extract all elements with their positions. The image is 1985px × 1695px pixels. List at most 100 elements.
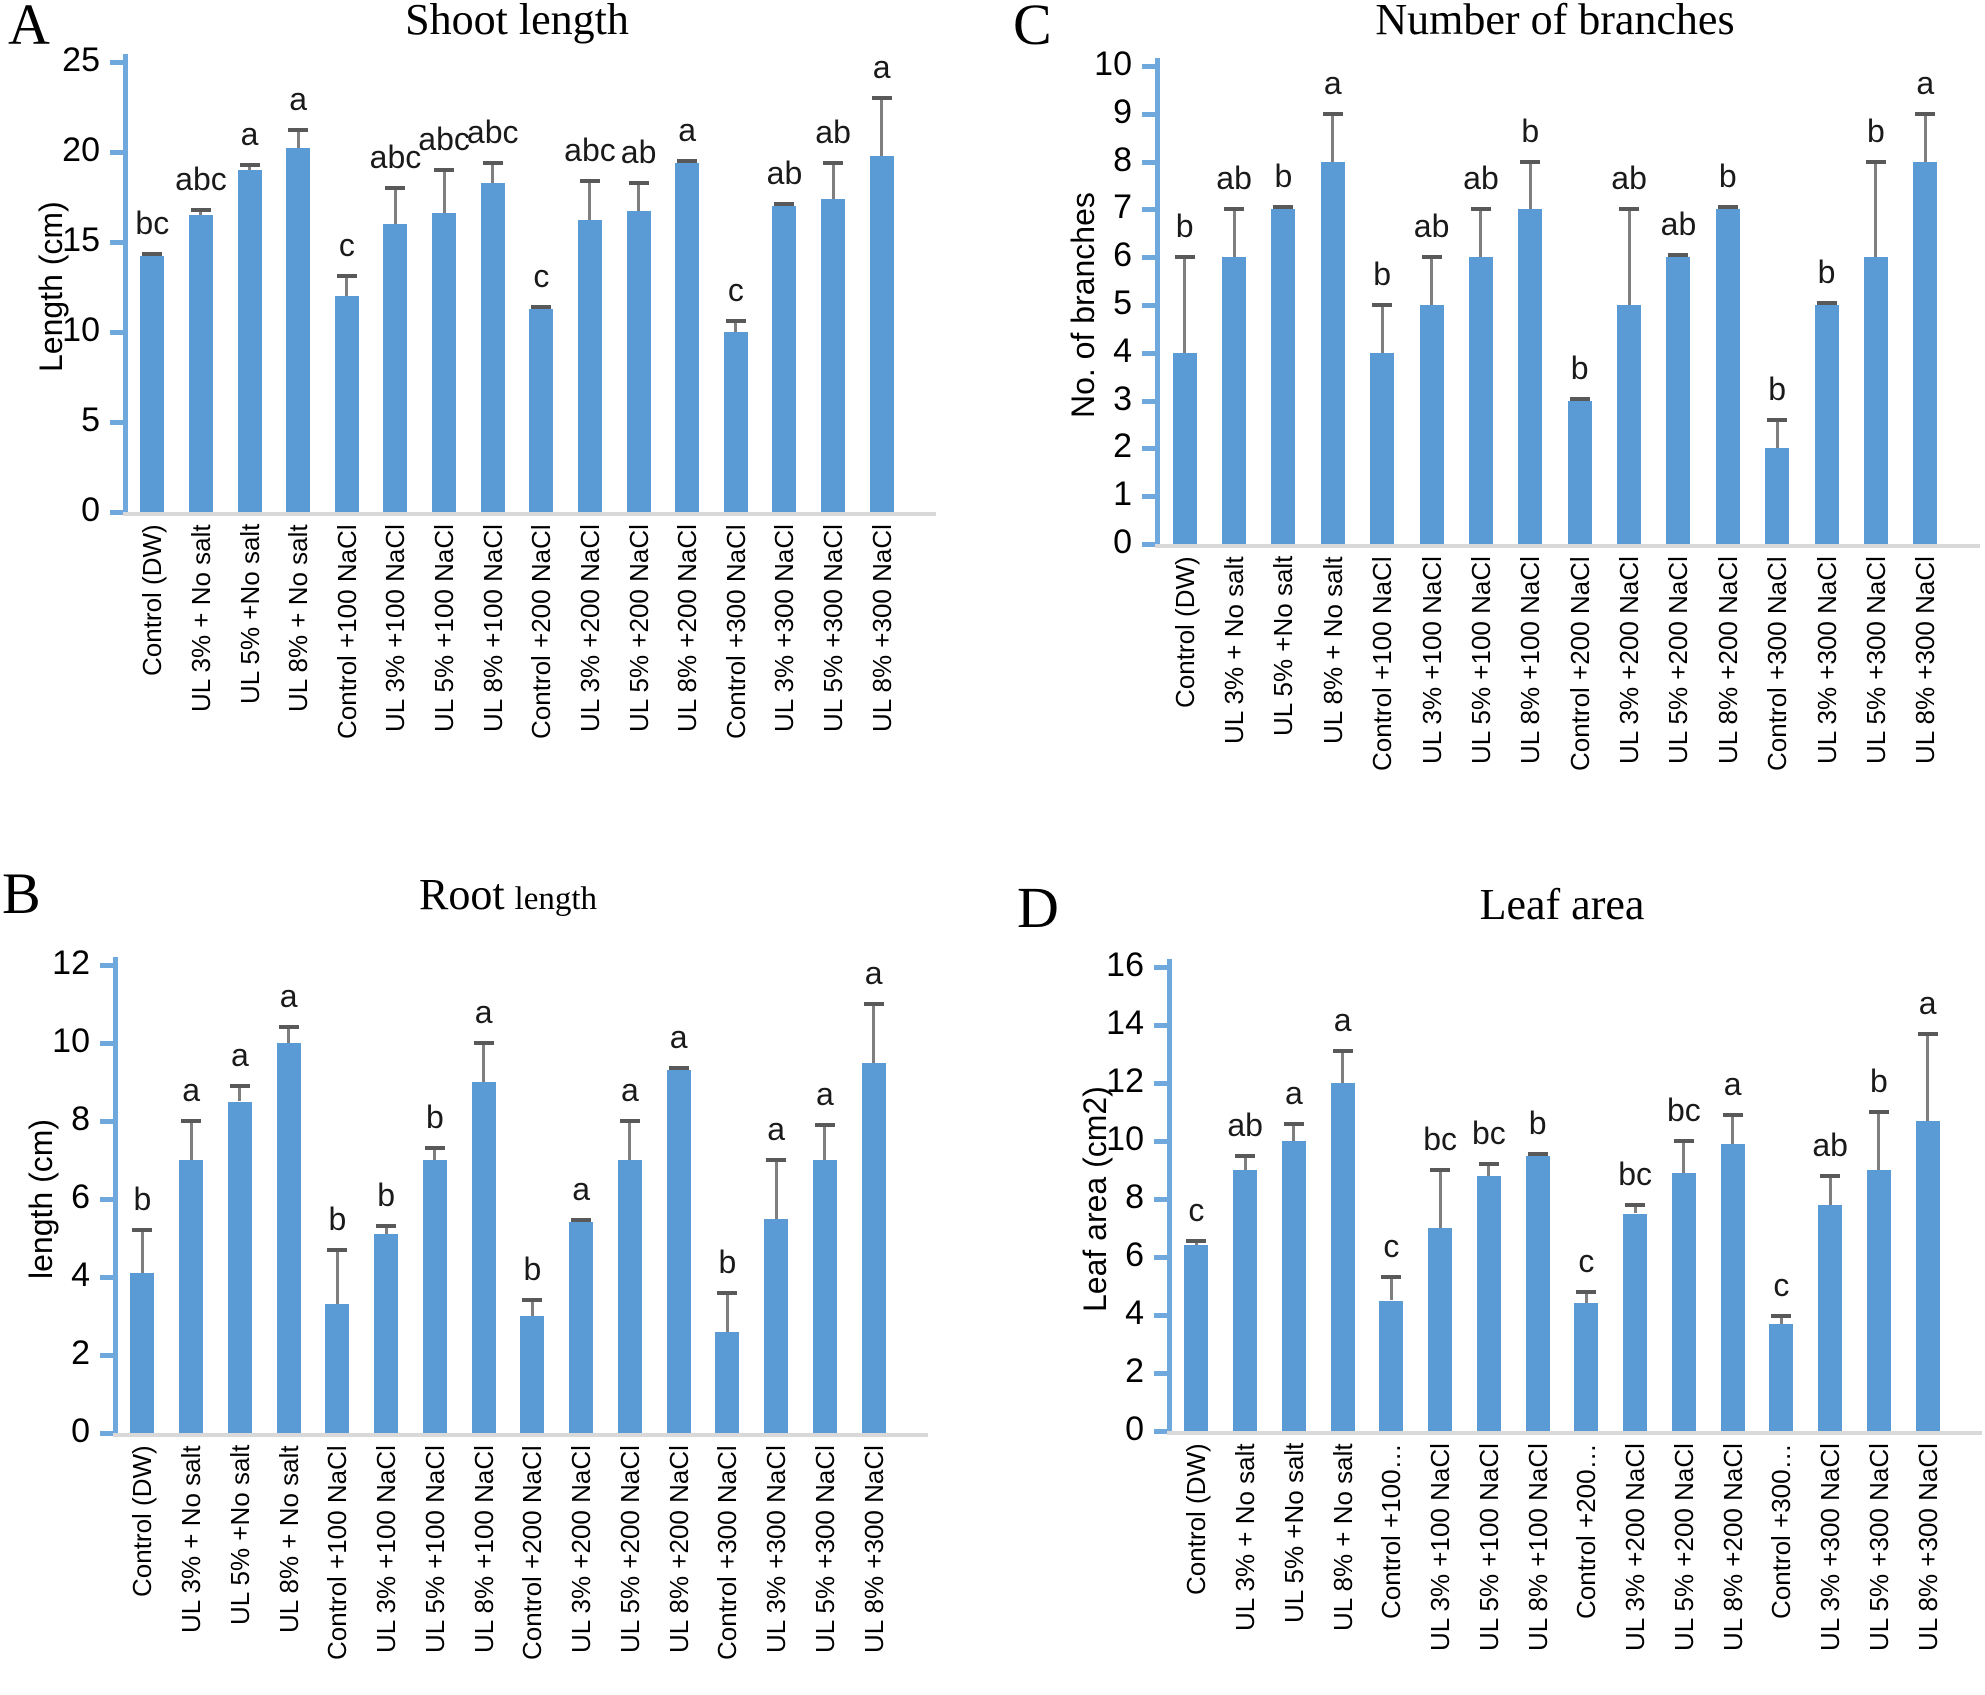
x-tick-label: UL 3% +200 NaCl [574, 524, 605, 732]
significance-letter: bc [135, 205, 170, 242]
error-bar-line [1487, 1166, 1491, 1176]
y-tick [110, 420, 128, 425]
x-axis-baseline [1167, 1431, 1982, 1435]
significance-letter: a [1916, 64, 1935, 101]
bar [1765, 448, 1790, 544]
error-bar-cap [774, 202, 795, 206]
error-bar-line [1926, 1035, 1930, 1121]
x-tick-label: UL 5% +200 NaCl [614, 1445, 645, 1653]
significance-letter: b [1718, 158, 1737, 195]
significance-letter: b [523, 1251, 542, 1288]
chart-title-main: Root [418, 870, 505, 919]
x-tick-label: Control +200 NaCl [526, 524, 557, 739]
error-bar-line [734, 323, 738, 332]
error-bar-line [393, 190, 397, 224]
significance-letter: c [533, 257, 550, 294]
x-tick-label: Control (DW) [137, 524, 168, 676]
bar [179, 1160, 204, 1433]
y-tick-label: 5 [1113, 284, 1132, 322]
bar [1370, 352, 1395, 544]
x-tick-label: Control +300… [1766, 1443, 1797, 1619]
significance-letter: a [1284, 1074, 1303, 1111]
y-tick [1154, 1429, 1172, 1434]
significance-letter: b [1869, 1063, 1888, 1099]
y-tick [100, 1119, 118, 1124]
error-bar-cap [823, 160, 844, 165]
x-tick-label: UL 8% +200 NaCl [1717, 1443, 1748, 1651]
y-tick [1154, 1023, 1172, 1028]
bar [1518, 209, 1543, 544]
error-bar-line [637, 184, 641, 212]
bar [1863, 257, 1888, 544]
y-tick-label: 20 [62, 131, 100, 169]
error-bar-cap [668, 1066, 689, 1071]
y-tick [110, 150, 128, 155]
x-tick-label: UL 3% +100 NaCl [380, 524, 411, 732]
bar [520, 1316, 545, 1433]
y-tick-label: 1 [1113, 475, 1132, 514]
significance-letter: ab [766, 155, 803, 191]
significance-letter: a [872, 49, 891, 85]
bar [1468, 257, 1493, 544]
y-tick [100, 1275, 118, 1280]
error-bar-line [491, 164, 495, 183]
chart-title-main: Number of branches [1375, 0, 1735, 44]
significance-letter: a [1723, 1065, 1742, 1102]
x-tick-label: UL 3% +100 NaCl [1425, 1443, 1456, 1651]
error-bar-cap [1478, 1162, 1499, 1167]
error-bar-cap [1381, 1275, 1402, 1280]
y-tick [1154, 1081, 1172, 1086]
y-tick [1154, 965, 1172, 970]
error-bar-cap [871, 96, 892, 100]
error-bar-line [238, 1087, 242, 1102]
error-bar-cap [531, 304, 552, 309]
error-bar-cap [1619, 207, 1640, 212]
error-bar-line [1430, 259, 1434, 305]
y-tick-label: 15 [62, 221, 100, 259]
x-tick-label: UL 8% +200 NaCl [663, 1445, 694, 1653]
x-tick-label: UL 3% +200 NaCl [1620, 1443, 1651, 1651]
chart-title: Leaf area [1172, 880, 1952, 929]
error-bar-cap [1771, 1314, 1792, 1319]
bar [276, 1043, 301, 1433]
bar [1623, 1213, 1648, 1431]
bar [1866, 1170, 1891, 1431]
bar [675, 162, 700, 512]
panel-letter: D [1017, 875, 1059, 940]
error-bar-cap [1816, 301, 1837, 305]
x-tick-label: UL 3% + No salt [185, 524, 216, 712]
bar [1814, 305, 1839, 544]
significance-letter: ab [620, 133, 657, 170]
x-tick-label: UL 5% +300 NaCl [1860, 556, 1891, 764]
error-bar-cap [571, 1218, 592, 1223]
bar [237, 170, 262, 512]
x-tick-label: UL 5% +200 NaCl [1663, 556, 1694, 764]
significance-letter: bc [1666, 1092, 1701, 1128]
bar [1720, 1143, 1745, 1431]
error-bar-line [1923, 115, 1927, 162]
bar [812, 1160, 837, 1433]
significance-letter: a [474, 994, 493, 1030]
x-tick-label: UL 3% +300 NaCl [761, 1445, 792, 1653]
significance-letter: a [1323, 64, 1342, 101]
significance-letter: a [240, 115, 259, 152]
error-bar-cap [814, 1122, 835, 1127]
significance-letter: b [425, 1099, 444, 1136]
error-bar-cap [1722, 1112, 1743, 1117]
error-bar-line [872, 1006, 876, 1063]
error-bar-cap [1865, 159, 1886, 164]
bar [1913, 161, 1938, 544]
x-tick-label: UL 8% +100 NaCl [477, 524, 508, 732]
error-bar-cap [1527, 1151, 1548, 1156]
error-bar-line [1775, 421, 1779, 449]
error-bar-cap [1576, 1289, 1597, 1294]
error-bar-line [345, 278, 349, 296]
error-bar-line [1682, 1143, 1686, 1173]
error-bar-cap [239, 162, 260, 167]
error-bar-cap [229, 1083, 250, 1088]
error-bar-line [1183, 259, 1187, 353]
error-bar-cap [278, 1025, 299, 1030]
x-tick-label: UL 8% +300 NaCl [1912, 1443, 1943, 1651]
error-bar-cap [336, 274, 357, 279]
